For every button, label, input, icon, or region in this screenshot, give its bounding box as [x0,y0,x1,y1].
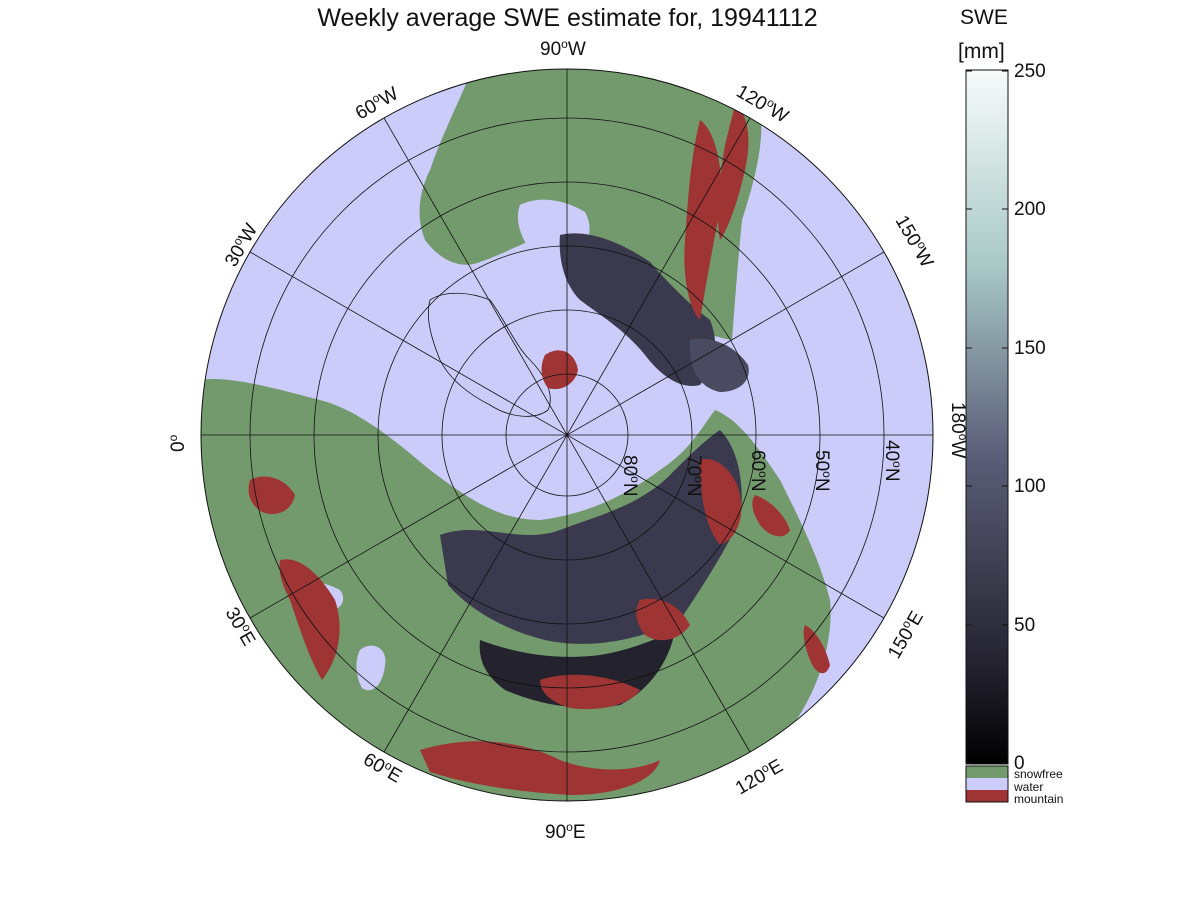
lon-label-90e: 90oE [545,820,586,843]
lon-label-120e: 120oE [731,754,787,799]
colorbar-ticks [966,70,1008,764]
legend-label-snowfree: snowfree [1014,767,1063,781]
lat-label-60n: 60oN [747,450,770,492]
lat-label-70n: 70oN [683,455,706,497]
caspian-sea [356,645,386,691]
colorbar-tick-150: 150 [1014,338,1046,359]
lat-label-80n: 80oN [619,455,642,497]
colorbar-tick-250: 250 [1014,61,1046,82]
mountain-greenland-east [541,350,578,390]
legend-frame [965,765,1009,803]
europe-landmass [360,452,457,521]
swe-alaska [689,338,749,392]
greenland [427,292,551,417]
legend-swatch-mountain [966,790,1008,802]
legend-label-mountain: mountain [1014,792,1064,806]
mountain-east-siberia [700,459,742,545]
north-america-landmass [419,69,762,340]
mountain-alps-europe [248,476,295,515]
japan-islands [803,625,830,674]
lat-label-40n: 40oN [881,440,904,482]
lon-label-150w: 150oW [891,211,939,271]
lon-label-0: 0o [166,434,189,452]
mountain-rockies [684,120,722,320]
colorbar-tick-200: 200 [1014,199,1046,220]
colorbar-tick-0: 0 [1014,753,1025,774]
legend-swatch-water [966,778,1008,790]
map-title: Weekly average SWE estimate for, 1994111… [317,4,818,32]
lat-label-50n: 50oN [811,450,834,492]
mountain-himalaya [420,741,660,795]
legend-swatch-snowfree [966,766,1008,778]
colorbar-tick-100: 100 [1014,476,1046,497]
swe-colorbar [965,69,1009,765]
lon-label-180w: 180oW [947,402,970,458]
lon-label-90w: 90oW [540,37,586,60]
mountain-siberia-south [636,598,690,641]
swe-siberia [440,430,742,644]
colorbar-title-line1: SWE [960,6,1008,29]
mountain-coast [717,105,749,240]
graticule [200,68,934,802]
colorbar-title-line2: [mm] [958,40,1005,63]
mountain-kamchatka [752,495,790,537]
swe-arctic-canada [559,233,716,386]
legend-label-water: water [1014,780,1044,794]
lon-label-150e: 150oE [882,607,927,663]
colorbar-tick-50: 50 [1014,615,1036,636]
